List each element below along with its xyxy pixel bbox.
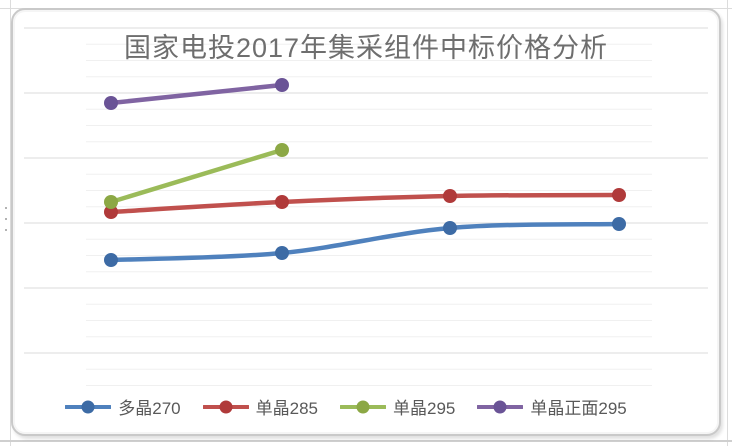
legend-item-duojing270: 多晶270 — [65, 394, 181, 419]
legend-label: 单晶295 — [393, 399, 456, 418]
legend-item-danjing-zhengmian295: 单晶正面295 — [477, 394, 627, 419]
chart-title: 国家电投2017年集采组件中标价格分析 — [123, 33, 609, 63]
legend-line-marker-icon — [65, 400, 112, 413]
legend-line-marker-icon — [477, 400, 524, 413]
page-gridline-left — [10, 0, 11, 446]
legend: 多晶270 单晶285 单晶295 单晶正面295 — [0, 394, 692, 419]
legend-label: 单晶正面295 — [530, 399, 627, 418]
page-gridline-right — [727, 0, 728, 446]
legend-line-marker-icon — [202, 400, 249, 413]
legend-line-marker-icon — [340, 400, 386, 413]
legend-label: 单晶285 — [255, 399, 318, 418]
page-gridline-bottom — [0, 440, 732, 442]
chart-resize-handle-left[interactable] — [2, 207, 10, 231]
legend-item-danjing295: 单晶295 — [340, 394, 455, 419]
legend-item-danjing285: 单晶285 — [202, 394, 318, 419]
legend-label: 多晶270 — [118, 399, 181, 418]
